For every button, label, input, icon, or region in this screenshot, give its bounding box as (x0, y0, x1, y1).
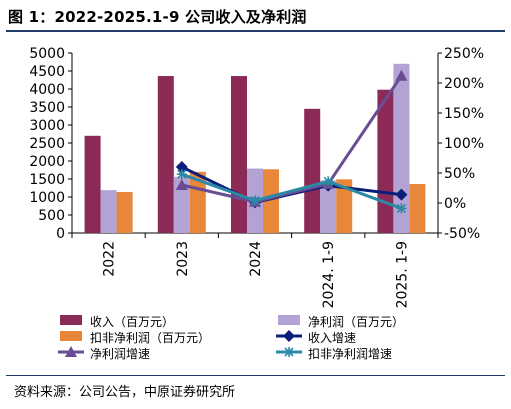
line-point-2 (323, 176, 334, 187)
y-right-tick-label: 0% (444, 196, 466, 212)
star-stroke (284, 347, 294, 357)
star-stroke (177, 169, 187, 179)
chart-title: 图 1：2022-2025.1-9 公司收入及净利润 (8, 8, 307, 26)
y-left-tick-label: 2500 (29, 136, 65, 152)
y-left-tick-label: 3000 (29, 118, 65, 134)
line-series-1 (181, 74, 403, 204)
y-left-tick-label: 1000 (29, 190, 65, 206)
bar-series-0 (84, 135, 101, 233)
bar-series-1 (393, 63, 410, 233)
y-left-tick-label: 4500 (29, 64, 65, 80)
legend-swatch (278, 315, 300, 325)
legend-marker (65, 346, 77, 357)
y-left-tick-label: 2000 (29, 154, 65, 170)
y-right-tick-label: 50% (444, 166, 475, 182)
x-tick-label: 2025. 1-9 (394, 241, 410, 308)
line-point-2 (176, 169, 187, 180)
bar-series-1 (320, 180, 337, 233)
legend-swatch (60, 331, 82, 341)
title-divider (6, 30, 505, 32)
legend-label: 净利润（百万元） (308, 315, 404, 329)
star-stroke (323, 176, 333, 186)
legend-label: 收入（百万元） (90, 315, 174, 329)
bar-series-2 (336, 179, 353, 233)
line-point-1 (395, 69, 408, 81)
y-left-tick-label: 3500 (29, 100, 65, 116)
bar-series-2 (116, 191, 133, 233)
line-point-0 (395, 188, 408, 201)
bar-series-2 (409, 184, 426, 233)
legend-label: 扣非净利润增速 (308, 347, 392, 361)
y-right-tick-label: 100% (444, 136, 484, 152)
legend-marker (284, 347, 294, 357)
legend-swatch (60, 315, 82, 325)
source-note: 资料来源：公司公告，中原证券研究所 (14, 385, 236, 400)
x-tick-label: 2024 (248, 241, 264, 277)
y-left-tick-label: 4000 (29, 82, 65, 98)
y-left-tick-label: 1500 (29, 172, 65, 188)
line-series-2 (181, 172, 402, 210)
bar-series-0 (377, 89, 394, 233)
x-tick-label: 2023 (175, 241, 191, 277)
legend-marker (283, 330, 295, 342)
y-right-tick-label: -50% (444, 226, 480, 242)
y-right-tick-label: 200% (444, 76, 484, 92)
legend-label: 净利润增速 (90, 347, 150, 361)
bar-series-2 (263, 169, 279, 233)
legend-label: 收入增速 (308, 331, 356, 345)
line-point-0 (175, 161, 188, 173)
x-tick-label: 2024. 1-9 (321, 241, 337, 308)
y-right-tick-label: 250% (444, 46, 484, 62)
bar-series-1 (173, 176, 190, 233)
bar-series-0 (231, 76, 247, 233)
lines-layer (175, 69, 408, 214)
y-left-tick-label: 500 (38, 208, 65, 224)
bar-series-0 (157, 76, 174, 233)
legend-label: 扣非净利润（百万元） (90, 331, 210, 345)
chart-svg: 0 500 1000 1500 2000 2500 3000 3500 4000 4500 5000… (29, 46, 484, 361)
y-right-tick-label: 150% (444, 106, 484, 122)
line-point-2 (396, 203, 407, 214)
line-point-1 (175, 179, 188, 190)
bar-series-1 (100, 190, 117, 233)
axes-layer: 0 500 1000 1500 2000 2500 3000 3500 4000 4500 5000… (29, 46, 484, 308)
source-divider (6, 375, 505, 376)
y-left-tick-label: 0 (56, 226, 65, 242)
bars-layer (84, 63, 426, 233)
x-tick-label: 2022 (102, 241, 118, 277)
star-stroke (396, 203, 406, 213)
y-left-tick-label: 5000 (29, 46, 65, 62)
bar-series-0 (304, 108, 321, 233)
star-stroke (250, 196, 260, 206)
line-point-2 (250, 195, 260, 206)
